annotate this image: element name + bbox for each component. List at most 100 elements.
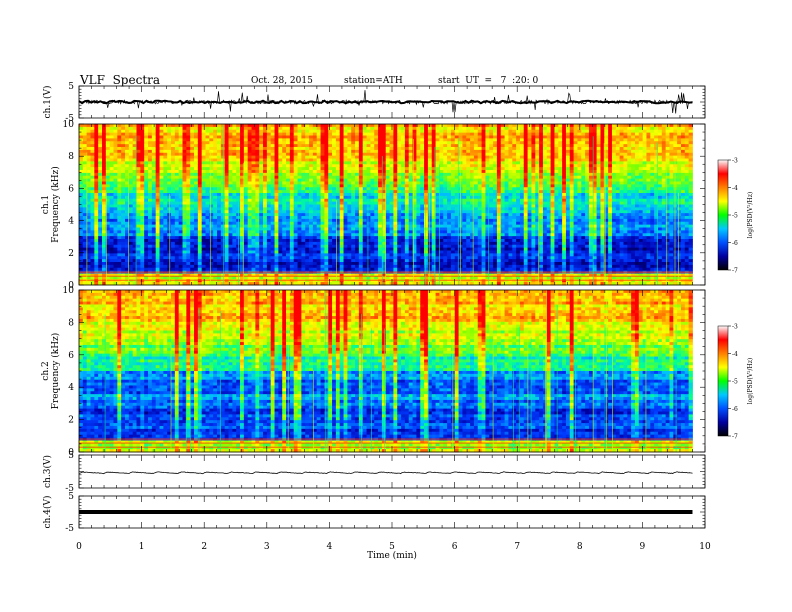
spectrogram-cell	[243, 227, 249, 231]
spectrogram-cell	[404, 175, 410, 180]
spectrogram-cell	[190, 267, 195, 272]
spectrogram-cell	[351, 253, 356, 257]
spectrogram-cell	[94, 129, 99, 134]
spectrogram-cell	[351, 236, 356, 240]
spectrogram-cell	[140, 184, 145, 188]
spectrogram-cell	[278, 267, 283, 272]
spectrogram-cell	[324, 195, 329, 200]
spectrogram-cell	[167, 204, 172, 208]
spectrogram-cell	[274, 198, 279, 203]
spectrogram-cell	[98, 227, 103, 231]
spectrogram-cell	[82, 181, 88, 185]
spectrogram-cell	[82, 259, 88, 263]
spectrogram-cell	[404, 181, 410, 185]
spectrogram-cell	[136, 267, 141, 272]
spectrogram-cell	[393, 132, 398, 136]
spectrogram-cell	[305, 213, 310, 217]
spectrogram-cell	[140, 230, 145, 234]
spectrogram-cell	[163, 195, 168, 200]
spectrogram-cell	[209, 195, 214, 200]
spectrogram-cell	[98, 144, 103, 148]
spectrogram-cell	[408, 167, 413, 171]
spectrogram-cell	[339, 273, 344, 277]
spectrogram-cell	[243, 155, 249, 159]
spectrogram-cell	[201, 218, 206, 223]
spectrogram-cell	[209, 221, 214, 226]
spectrogram-cell	[159, 244, 164, 249]
spectrogram-cell	[228, 129, 233, 134]
spectrogram-cell	[178, 190, 183, 194]
spectrogram-cell	[408, 152, 413, 157]
spectrogram-cell	[128, 276, 134, 280]
spectrogram-cell	[174, 178, 180, 182]
spectrogram-cell	[232, 124, 237, 128]
spectrogram-cell	[305, 276, 310, 280]
spectrogram-cell	[335, 216, 341, 220]
spectrogram-cell	[401, 158, 406, 162]
spectrogram-cell	[136, 164, 141, 168]
spectrogram-cell	[286, 210, 291, 214]
spectrogram-cell	[247, 227, 252, 231]
spectrogram-cell	[228, 195, 233, 200]
spectrogram-cell	[347, 259, 352, 263]
spectrogram-cell	[324, 158, 329, 162]
spectrogram-cell	[163, 184, 168, 188]
spectrogram-cell	[378, 138, 383, 142]
spectrogram-cell	[190, 241, 195, 246]
spectrogram-cell	[358, 161, 364, 165]
spectrogram-cell	[197, 187, 203, 191]
spectrogram-cell	[282, 259, 287, 263]
spectrogram-cell	[324, 241, 329, 246]
spectrogram-cell	[351, 247, 356, 251]
spectrogram-cell	[94, 230, 99, 234]
spectrogram-cell	[144, 259, 149, 263]
spectrogram-cell	[366, 155, 371, 159]
spectrogram-cell	[90, 193, 95, 197]
spectrogram-cell	[370, 175, 375, 180]
spectrogram-cell	[178, 138, 183, 142]
spectrogram-cell	[217, 218, 222, 223]
spectrogram-cell	[263, 144, 268, 148]
spectrogram-cell	[205, 178, 210, 182]
spectrogram-cell	[401, 135, 406, 139]
spectrogram-cell	[286, 187, 291, 191]
spectrogram-cell	[347, 198, 352, 203]
spectrogram-cell	[393, 167, 398, 171]
spectrogram-cell	[381, 152, 387, 157]
spectrogram-cell	[217, 144, 222, 148]
spectrogram-cell	[79, 239, 84, 243]
spectrogram-cell	[98, 207, 103, 211]
spectrogram-cell	[393, 262, 398, 266]
spectrogram-cell	[159, 138, 164, 142]
spectrogram-cell	[251, 207, 256, 211]
spectrogram-cell	[404, 161, 410, 165]
spectrogram-cell	[151, 147, 157, 151]
spectrogram-cell	[148, 207, 153, 211]
spectrogram-cell	[121, 267, 126, 272]
spectrogram-cell	[178, 184, 183, 188]
spectrogram-cell	[213, 161, 218, 165]
spectrogram-cell	[255, 149, 260, 154]
spectrogram-cell	[312, 239, 318, 243]
spectrogram-cell	[128, 135, 134, 139]
spectrogram-cell	[293, 210, 298, 214]
spectrogram-cell	[370, 262, 375, 266]
spectrogram-cell	[228, 207, 233, 211]
spectrogram-cell	[128, 216, 134, 220]
spectrogram-cell	[167, 218, 172, 223]
spectrogram-cell	[381, 264, 387, 269]
spectrogram-cell	[301, 144, 306, 148]
spectrogram-cell	[144, 221, 149, 226]
spectrogram-cell	[102, 184, 107, 188]
spectrogram-cell	[324, 193, 329, 197]
spectrogram-cell	[194, 126, 199, 131]
spectrogram-cell	[343, 250, 348, 254]
spectrogram-cell	[155, 264, 160, 269]
spectrogram-cell	[381, 233, 387, 237]
spectrogram-cell	[151, 126, 157, 131]
spectrogram-cell	[197, 253, 203, 257]
spectrogram-cell	[148, 164, 153, 168]
spectrogram-cell	[366, 132, 371, 136]
spectrogram-cell	[209, 247, 214, 251]
spectrogram-cell	[305, 264, 310, 269]
